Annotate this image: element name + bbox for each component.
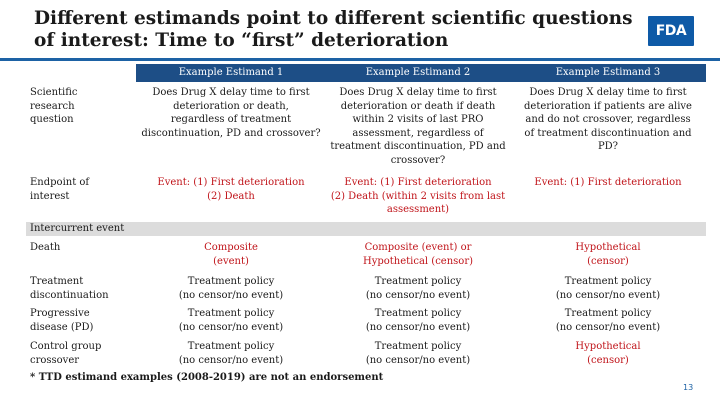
cell-line: (event) [213,255,249,267]
header-row: Example Estimand 1 Example Estimand 2 Ex… [26,64,706,82]
cell-line: Hypothetical (censor) [362,255,474,267]
cell-line: assessment, regardless of [352,127,484,139]
cell-line: of treatment discontinuation and [524,127,692,139]
cell-line: Composite [204,242,258,253]
cell-line: Treatment policy [374,276,462,287]
cell-crossover-estimand-3: Hypothetical (censor) [510,340,706,367]
cell-question-estimand-3: Does Drug X delay time to first deterior… [510,86,706,154]
cell-line: Treatment policy [187,308,275,319]
label-line: research [30,100,75,112]
cell-endpoint-estimand-1: Event: (1) First deterioration (2) Death [131,176,331,203]
fda-logo-text: FDA [655,23,687,39]
title-line-1: Different estimands point to different s… [34,8,633,29]
cell-crossover-estimand-1: Treatment policy (no censor/no event) [131,340,331,367]
cell-question-estimand-2: Does Drug X delay time to first deterior… [326,86,510,167]
cell-line: (no censor/no event) [178,354,284,366]
cell-line: (censor) [587,255,629,267]
cell-line: crossover? [390,154,446,166]
cell-line: treatment discontinuation, PD and [330,141,506,152]
cell-line: deterioration or death, [173,100,289,112]
cell-line: Treatment policy [564,308,652,319]
cell-line: (no censor/no event) [555,321,661,333]
cell-line: Treatment policy [374,341,462,352]
row-label-scientific-question: Scientific research question [30,86,78,127]
row-label-death: Death [30,241,60,255]
cell-line: PD? [597,141,619,152]
header-estimand-3: Example Estimand 3 [510,64,706,82]
slide-title: Different estimands point to different s… [34,8,654,52]
label-line: Endpoint of [30,177,90,188]
footnote: * TTD estimand examples (2008-2019) are … [30,372,384,383]
label-line: question [30,114,74,125]
cell-discontinuation-estimand-2: Treatment policy (no censor/no event) [326,275,510,302]
cell-endpoint-estimand-3: Event: (1) First deterioration [510,176,706,190]
label-line: discontinuation [30,289,109,301]
row-label-treatment-discontinuation: Treatment discontinuation [30,275,109,302]
label-line: crossover [30,354,80,366]
cell-line: Composite (event) or [364,242,472,253]
cell-crossover-estimand-2: Treatment policy (no censor/no event) [326,340,510,367]
cell-line: discontinuation, PD and crossover? [141,127,321,139]
cell-line: Treatment policy [564,276,652,287]
cell-discontinuation-estimand-3: Treatment policy (no censor/no event) [510,275,706,302]
label-line: Control group [30,341,102,352]
cell-line: (no censor/no event) [365,289,471,301]
cell-line: (2) Death (within 2 visits from last [330,190,506,202]
cell-line: Hypothetical [575,341,641,352]
cell-line: Does Drug X delay time to first [529,87,687,98]
cell-line: Event: (1) First deterioration [157,177,305,188]
cell-line: (no censor/no event) [365,321,471,333]
cell-pd-estimand-3: Treatment policy (no censor/no event) [510,307,706,334]
cell-line: and do not crossover, regardless [525,114,691,125]
page-number: 13 [683,383,694,392]
label-line: disease (PD) [30,321,94,333]
cell-line: (no censor/no event) [365,354,471,366]
label-line: interest [30,190,70,202]
cell-line: Event: (1) First deterioration [344,177,492,188]
cell-line: within 2 visits of last PRO [352,114,484,125]
cell-line: Does Drug X delay time to first [152,87,310,98]
cell-line: deterioration if patients are alive [524,100,692,112]
cell-line: (no censor/no event) [555,289,661,301]
cell-question-estimand-1: Does Drug X delay time to first deterior… [131,86,331,140]
cell-pd-estimand-1: Treatment policy (no censor/no event) [131,307,331,334]
label-line: Treatment [30,276,84,287]
section-intercurrent-event: Intercurrent event [26,222,706,236]
cell-discontinuation-estimand-1: Treatment policy (no censor/no event) [131,275,331,302]
cell-death-estimand-3: Hypothetical (censor) [510,241,706,268]
cell-line: Treatment policy [187,341,275,352]
cell-line: (no censor/no event) [178,321,284,333]
cell-line: Event: (1) First deterioration [534,177,682,188]
row-label-endpoint: Endpoint of interest [30,176,89,203]
cell-line: (2) Death [207,190,255,202]
cell-line: deterioration or death if death [340,100,496,112]
cell-death-estimand-2: Composite (event) or Hypothetical (censo… [326,241,510,268]
cell-line: assessment) [386,204,450,215]
cell-line: Does Drug X delay time to first [339,87,497,98]
cell-pd-estimand-2: Treatment policy (no censor/no event) [326,307,510,334]
cell-line: (censor) [587,354,629,366]
fda-logo: FDA [648,16,694,46]
cell-line: Hypothetical [575,242,641,253]
header-estimand-1: Example Estimand 1 [136,64,326,82]
header-estimand-2: Example Estimand 2 [326,64,510,82]
cell-line: Treatment policy [187,276,275,287]
row-label-control-crossover: Control group crossover [30,340,101,367]
cell-death-estimand-1: Composite (event) [131,241,331,268]
cell-endpoint-estimand-2: Event: (1) First deterioration (2) Death… [326,176,510,217]
cell-line: Treatment policy [374,308,462,319]
section-label: Intercurrent event [30,223,125,234]
title-line-2: of interest: Time to “first” deteriorati… [34,30,449,51]
cell-line: (no censor/no event) [178,289,284,301]
label-line: Progressive [30,308,90,319]
title-divider [0,58,720,61]
row-label-progressive-disease: Progressive disease (PD) [30,307,93,334]
cell-line: regardless of treatment [170,114,292,125]
label-line: Death [30,242,61,253]
label-line: Scientific [30,87,78,98]
